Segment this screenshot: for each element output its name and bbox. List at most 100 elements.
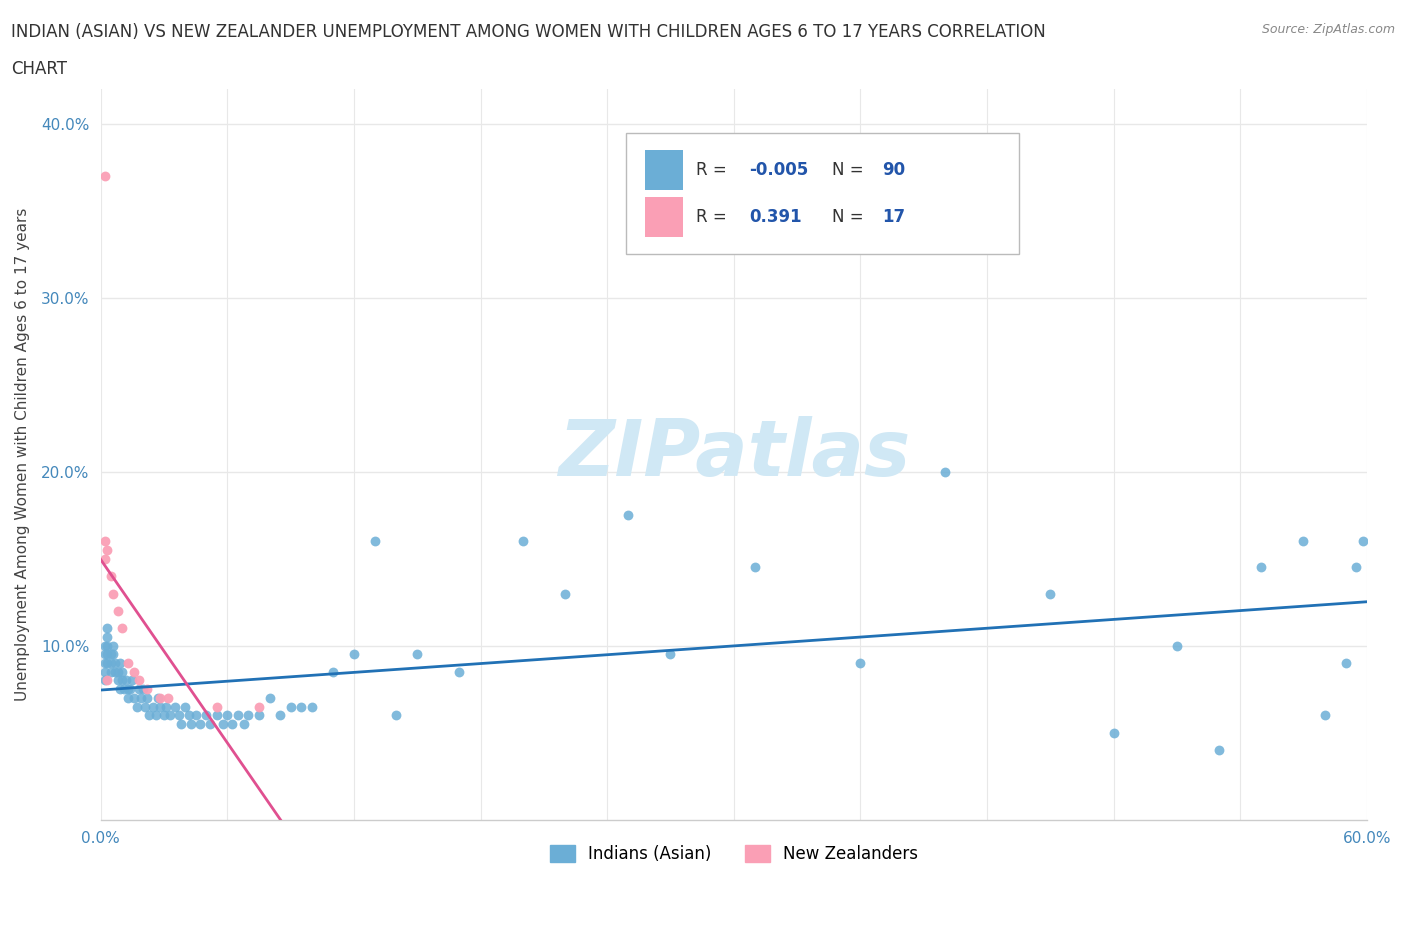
Point [153, 708, 176, 723]
Point [129, 690, 152, 705]
Point [212, 716, 235, 731]
Point [1334, 656, 1357, 671]
Point [200, 716, 222, 731]
Point [107, 664, 129, 679]
Point [96, 542, 118, 557]
Point [94, 647, 117, 662]
Point [322, 664, 344, 679]
Point [94, 664, 117, 679]
FancyBboxPatch shape [626, 133, 1018, 254]
Text: 90: 90 [882, 161, 905, 179]
Point [259, 690, 281, 705]
Point [128, 682, 150, 697]
Point [221, 716, 243, 731]
Point [124, 690, 146, 705]
Point [179, 708, 201, 723]
Point [343, 647, 366, 662]
Point [112, 682, 135, 697]
Point [94, 656, 117, 671]
Point [1313, 708, 1336, 723]
Point [180, 716, 202, 731]
Point [96, 630, 118, 644]
Point [205, 708, 228, 723]
Point [94, 534, 117, 549]
Point [100, 647, 122, 662]
Point [94, 638, 117, 653]
Point [167, 708, 190, 723]
Point [120, 682, 142, 697]
Point [1208, 742, 1230, 757]
Point [117, 682, 139, 697]
Point [124, 664, 146, 679]
Point [554, 586, 576, 601]
Point [280, 699, 302, 714]
Text: N =: N = [832, 161, 869, 179]
Point [155, 699, 177, 714]
Point [145, 708, 167, 723]
Point [170, 716, 193, 731]
Point [94, 551, 117, 566]
Point [449, 664, 471, 679]
Point [184, 708, 207, 723]
Text: INDIAN (ASIAN) VS NEW ZEALANDER UNEMPLOYMENT AMONG WOMEN WITH CHILDREN AGES 6 TO: INDIAN (ASIAN) VS NEW ZEALANDER UNEMPLOY… [11, 23, 1046, 41]
Point [103, 647, 125, 662]
Point [111, 621, 134, 636]
Point [617, 508, 640, 523]
Point [1250, 560, 1272, 575]
Point [406, 647, 429, 662]
Point [217, 708, 239, 723]
Point [269, 708, 291, 723]
Point [117, 690, 139, 705]
Point [94, 169, 117, 184]
Point [128, 673, 150, 688]
Point [1039, 586, 1062, 601]
Point [96, 647, 118, 662]
Point [205, 699, 228, 714]
Point [138, 708, 160, 723]
Text: N =: N = [832, 208, 869, 226]
Point [159, 708, 181, 723]
Point [146, 690, 169, 705]
Point [115, 673, 138, 688]
Point [142, 699, 165, 714]
Point [1166, 638, 1188, 653]
Point [849, 656, 872, 671]
Point [100, 656, 122, 671]
Point [134, 699, 156, 714]
Point [111, 664, 134, 679]
Point [103, 586, 125, 601]
Point [111, 673, 134, 688]
Text: 17: 17 [882, 208, 905, 226]
Point [364, 534, 387, 549]
Point [1292, 534, 1315, 549]
Point [385, 708, 408, 723]
Point [100, 664, 122, 679]
Point [103, 638, 125, 653]
Point [107, 604, 129, 618]
Point [104, 656, 127, 671]
Point [96, 673, 118, 688]
Point [96, 638, 118, 653]
Point [96, 656, 118, 671]
Point [233, 716, 256, 731]
Text: R =: R = [696, 161, 731, 179]
Point [238, 708, 260, 723]
Text: -0.005: -0.005 [749, 161, 808, 179]
Y-axis label: Unemployment Among Women with Children Ages 6 to 17 years: Unemployment Among Women with Children A… [15, 207, 30, 701]
Point [290, 699, 312, 714]
Point [301, 699, 323, 714]
Text: R =: R = [696, 208, 731, 226]
Point [108, 656, 131, 671]
Point [188, 716, 211, 731]
Point [1102, 725, 1125, 740]
Point [149, 690, 172, 705]
Point [149, 699, 172, 714]
Point [136, 690, 159, 705]
Legend: Indians (Asian), New Zealanders: Indians (Asian), New Zealanders [543, 838, 925, 870]
Point [125, 699, 148, 714]
Text: Source: ZipAtlas.com: Source: ZipAtlas.com [1261, 23, 1395, 36]
Point [157, 690, 180, 705]
Point [659, 647, 682, 662]
Text: ZIPatlas: ZIPatlas [558, 417, 910, 493]
Point [117, 656, 139, 671]
